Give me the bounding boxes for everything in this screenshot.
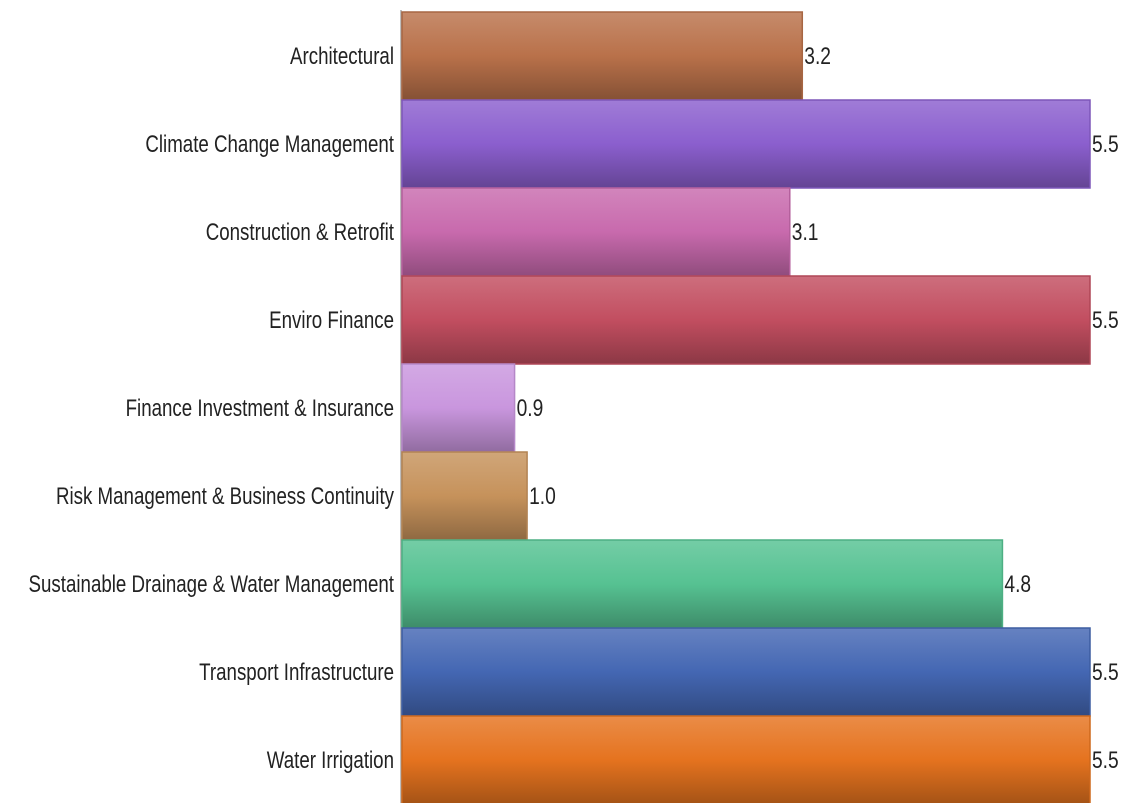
value-label-finance-investment-and-insurance: 0.9 — [517, 394, 544, 422]
bar-construction-and-retrofit — [401, 187, 791, 277]
category-label-risk-management-and-business-continuity: Risk Management & Business Continuity — [56, 483, 394, 510]
value-label-risk-management-and-business-continuity: 1.0 — [529, 482, 556, 510]
value-label-construction-and-retrofit: 3.1 — [792, 218, 819, 246]
bar-architectural — [401, 11, 804, 101]
value-label-water-irrigation: 5.5 — [1092, 746, 1119, 774]
bars — [401, 11, 1091, 805]
category-label-construction-and-retrofit: Construction & Retrofit — [206, 219, 394, 246]
bar-finance-investment-and-insurance — [401, 363, 516, 453]
value-label-enviro-finance: 5.5 — [1092, 306, 1119, 334]
value-label-architectural: 3.2 — [804, 42, 831, 70]
category-label-architectural: Architectural — [290, 43, 394, 70]
bar-risk-management-and-business-continuity — [401, 451, 528, 541]
category-label-climate-change-management: Climate Change Management — [145, 131, 394, 158]
category-label-enviro-finance: Enviro Finance — [269, 307, 394, 334]
category-label-transport-infrastructure: Transport Infrastructure — [199, 659, 394, 686]
bar-sustainable-drainage-and-water-management — [401, 539, 1004, 629]
category-label-water-irrigation: Water Irrigation — [267, 747, 394, 774]
value-labels: 3.2 5.5 3.1 5.5 0.9 1.0 4.8 5.5 5.5 — [517, 42, 1119, 774]
bar-climate-change-management — [401, 99, 1091, 189]
category-labels: Architectural Climate Change Management Co… — [29, 43, 395, 774]
value-label-sustainable-drainage-and-water-management: 4.8 — [1004, 570, 1031, 598]
bar-enviro-finance — [401, 275, 1091, 365]
category-label-sustainable-drainage-and-water-management: Sustainable Drainage & Water Management — [29, 571, 394, 598]
bar-transport-infrastructure — [401, 627, 1091, 717]
value-label-climate-change-management: 5.5 — [1092, 130, 1119, 158]
category-label-finance-investment-and-insurance: Finance Investment & Insurance — [126, 395, 394, 422]
bar-water-irrigation — [401, 715, 1091, 805]
value-label-transport-infrastructure: 5.5 — [1092, 658, 1119, 686]
